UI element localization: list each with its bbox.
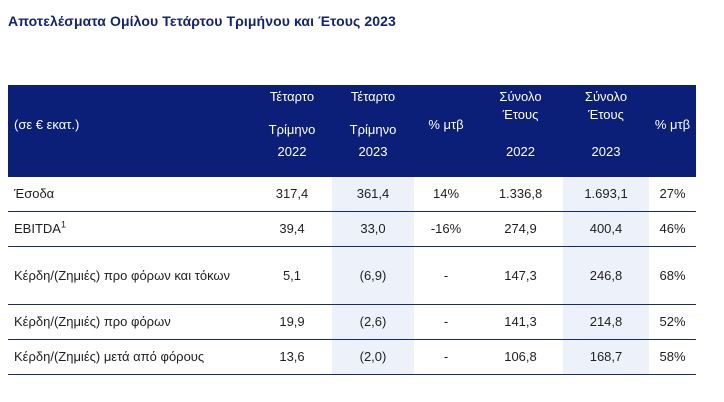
table-row-ebt: Κέρδη/(Ζημιές) προ φόρων 19,9 (2,6) - 14… <box>8 304 696 340</box>
cell-q4-2023: (2,6) <box>332 304 414 340</box>
row-label-text: Έσοδα <box>14 186 55 201</box>
cell-fy-2023: 214,8 <box>563 304 649 340</box>
cell-yoy-year: 68% <box>649 246 696 305</box>
header-unit-label: (σε € εκατ.) <box>14 117 80 132</box>
row-label-text: Κέρδη/(Ζημιές) μετά από φόρους <box>14 349 205 364</box>
cell-q4-2023: 33,0 <box>332 211 414 247</box>
row-label-text: Κέρδη/(Ζημιές) προ φόρων και τόκων <box>14 267 231 283</box>
cell-fy-2022: 106,8 <box>478 339 563 375</box>
header-fy-2023-line2: Έτους <box>588 107 624 122</box>
row-label: Κέρδη/(Ζημιές) μετά από φόρους <box>8 339 252 375</box>
header-yoy-quarter: % μτβ <box>414 85 478 177</box>
cell-q4-2022: 19,9 <box>252 304 332 340</box>
header-fy-2023-line1: Σύνολο <box>584 89 628 104</box>
header-q4-2023-line1: Τέταρτο <box>350 89 396 104</box>
table-row-ebit: Κέρδη/(Ζημιές) προ φόρων και τόκων 5,1 (… <box>8 246 696 305</box>
cell-yoy-year: 27% <box>649 177 696 212</box>
cell-yoy-year: 58% <box>649 339 696 375</box>
header-unit: (σε € εκατ.) <box>8 85 252 177</box>
header-yoy-quarter-label: % μτβ <box>428 117 464 132</box>
cell-fy-2022: 147,3 <box>478 246 563 305</box>
page-title: Αποτελέσματα Ομίλου Τετάρτου Τριμήνου κα… <box>8 13 396 29</box>
row-label-text: EBITDA <box>14 221 61 236</box>
header-fy-2022-line1: Σύνολο <box>499 89 542 104</box>
cell-q4-2023: 361,4 <box>332 177 414 212</box>
row-label: Έσοδα <box>8 177 252 212</box>
header-q4-2023-line3: 2023 <box>358 144 388 159</box>
cell-fy-2022: 274,9 <box>478 211 563 247</box>
cell-fy-2023: 168,7 <box>563 339 649 375</box>
cell-fy-2023: 1.693,1 <box>563 177 649 212</box>
cell-q4-2023: (2,0) <box>332 339 414 375</box>
cell-fy-2023: 400,4 <box>563 211 649 247</box>
results-table: (σε € εκατ.) Τέταρτο Τρίμηνο 2022 Τέταρτ… <box>8 85 696 375</box>
cell-yoy-quarter: 14% <box>414 177 478 212</box>
header-q4-2023: Τέταρτο Τρίμηνο 2023 <box>332 85 414 177</box>
header-yoy-year: % μτβ <box>649 85 696 177</box>
header-fy-2023: Σύνολο Έτους 2023 <box>563 85 649 177</box>
cell-q4-2023: (6,9) <box>332 246 414 305</box>
row-label: EBITDA1 <box>8 211 252 247</box>
cell-q4-2022: 39,4 <box>252 211 332 247</box>
cell-q4-2022: 317,4 <box>252 177 332 212</box>
header-fy-2022: Σύνολο Έτους 2022 <box>478 85 563 177</box>
header-fy-2023-line3: 2023 <box>591 144 621 159</box>
cell-fy-2022: 1.336,8 <box>478 177 563 212</box>
cell-q4-2022: 5,1 <box>252 246 332 305</box>
footnote-marker: 1 <box>60 219 66 230</box>
cell-yoy-year: 52% <box>649 304 696 340</box>
header-q4-2022: Τέταρτο Τρίμηνο 2022 <box>252 85 332 177</box>
header-q4-2022-line3: 2022 <box>277 144 307 159</box>
cell-yoy-quarter: - <box>414 304 478 340</box>
header-q4-2022-line1: Τέταρτο <box>269 89 315 104</box>
table-row-net: Κέρδη/(Ζημιές) μετά από φόρους 13,6 (2,0… <box>8 339 696 375</box>
table-row-ebitda: EBITDA1 39,4 33,0 -16% 274,9 400,4 46% <box>8 211 696 247</box>
header-yoy-year-label: % μτβ <box>654 117 691 132</box>
cell-q4-2022: 13,6 <box>252 339 332 375</box>
row-label: Κέρδη/(Ζημιές) προ φόρων <box>8 304 252 340</box>
cell-yoy-quarter: - <box>414 339 478 375</box>
header-fy-2022-line2: Έτους <box>502 107 539 122</box>
header-fy-2022-line3: 2022 <box>506 144 535 159</box>
cell-fy-2022: 141,3 <box>478 304 563 340</box>
table-header-row: (σε € εκατ.) Τέταρτο Τρίμηνο 2022 Τέταρτ… <box>8 85 696 177</box>
header-q4-2022-line2: Τρίμηνο <box>268 122 316 137</box>
cell-yoy-quarter: - <box>414 246 478 305</box>
header-q4-2023-line2: Τρίμηνο <box>349 122 397 137</box>
cell-yoy-quarter: -16% <box>414 211 478 247</box>
row-label: Κέρδη/(Ζημιές) προ φόρων και τόκων <box>8 246 252 305</box>
table-row-revenue: Έσοδα 317,4 361,4 14% 1.336,8 1.693,1 27… <box>8 177 696 212</box>
cell-yoy-year: 46% <box>649 211 696 247</box>
row-label-text: Κέρδη/(Ζημιές) προ φόρων <box>14 314 171 329</box>
cell-fy-2023: 246,8 <box>563 246 649 305</box>
